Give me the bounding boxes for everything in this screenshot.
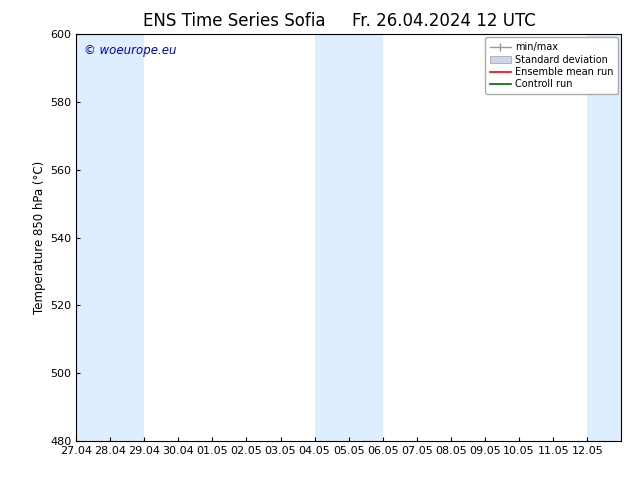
Legend: min/max, Standard deviation, Ensemble mean run, Controll run: min/max, Standard deviation, Ensemble me… [485, 37, 618, 94]
Text: © woeurope.eu: © woeurope.eu [84, 45, 177, 57]
Bar [76, 34, 144, 441]
Text: Fr. 26.04.2024 12 UTC: Fr. 26.04.2024 12 UTC [352, 12, 536, 30]
Text: ENS Time Series Sofia: ENS Time Series Sofia [143, 12, 326, 30]
Bar [314, 34, 383, 441]
Y-axis label: Temperature 850 hPa (°C): Temperature 850 hPa (°C) [33, 161, 46, 314]
Bar [587, 34, 621, 441]
